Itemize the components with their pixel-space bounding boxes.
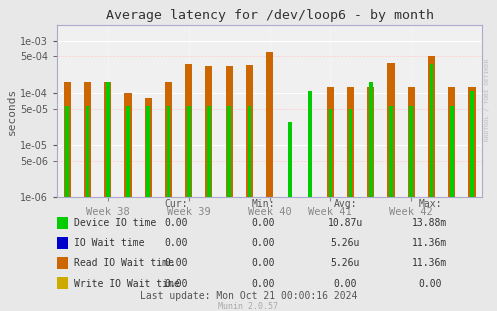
Text: Min:: Min: <box>251 199 275 209</box>
Bar <box>207 106 211 197</box>
Title: Average latency for /dev/loop6 - by month: Average latency for /dev/loop6 - by mont… <box>106 9 433 22</box>
Bar <box>450 106 454 197</box>
Bar <box>185 64 192 197</box>
Text: IO Wait time: IO Wait time <box>74 238 144 248</box>
Text: Cur:: Cur: <box>165 199 188 209</box>
Bar <box>248 106 251 197</box>
Bar <box>329 109 332 197</box>
Text: RRDTOOL / TOBI OETIKER: RRDTOOL / TOBI OETIKER <box>485 58 490 141</box>
Bar <box>469 87 476 197</box>
Bar <box>347 87 354 197</box>
Bar <box>388 63 395 197</box>
Bar <box>367 87 374 197</box>
Bar <box>165 82 172 197</box>
Bar <box>410 106 413 197</box>
Bar <box>66 106 69 197</box>
Bar <box>104 81 111 197</box>
Bar <box>124 93 132 197</box>
Bar <box>327 87 334 197</box>
Bar <box>389 106 393 197</box>
Text: 0.00: 0.00 <box>251 238 275 248</box>
Text: 0.00: 0.00 <box>165 258 188 268</box>
Bar <box>408 87 415 197</box>
Bar <box>84 81 91 197</box>
Y-axis label: seconds: seconds <box>7 88 17 135</box>
Bar <box>448 87 455 197</box>
Bar <box>85 106 89 197</box>
Bar <box>205 67 212 197</box>
Bar <box>64 81 71 197</box>
Bar <box>308 91 312 197</box>
Bar <box>126 106 130 197</box>
Text: 0.00: 0.00 <box>165 238 188 248</box>
Bar <box>145 98 152 197</box>
Text: Last update: Mon Oct 21 00:00:16 2024: Last update: Mon Oct 21 00:00:16 2024 <box>140 291 357 301</box>
Bar <box>428 56 435 197</box>
Bar <box>369 82 373 197</box>
Text: 11.36m: 11.36m <box>413 258 447 268</box>
Text: 0.00: 0.00 <box>165 218 188 228</box>
Bar <box>266 52 273 197</box>
Bar <box>227 106 231 197</box>
Bar <box>187 106 190 197</box>
Bar <box>147 106 150 197</box>
Bar <box>288 122 292 197</box>
Bar <box>349 109 352 197</box>
Bar <box>106 81 109 197</box>
Text: 0.00: 0.00 <box>251 279 275 289</box>
Bar <box>226 66 233 197</box>
Text: Device IO time: Device IO time <box>74 218 156 228</box>
Bar <box>246 65 253 197</box>
Text: 10.87u: 10.87u <box>328 218 363 228</box>
Text: Avg:: Avg: <box>333 199 357 209</box>
Text: 0.00: 0.00 <box>418 279 442 289</box>
Text: 11.36m: 11.36m <box>413 238 447 248</box>
Text: 0.00: 0.00 <box>251 218 275 228</box>
Text: Write IO Wait time: Write IO Wait time <box>74 279 179 289</box>
Text: 0.00: 0.00 <box>333 279 357 289</box>
Bar <box>430 64 433 197</box>
Text: Max:: Max: <box>418 199 442 209</box>
Bar <box>470 91 474 197</box>
Bar <box>166 106 170 197</box>
Text: 5.26u: 5.26u <box>331 258 360 268</box>
Text: Munin 2.0.57: Munin 2.0.57 <box>219 301 278 310</box>
Text: 0.00: 0.00 <box>251 258 275 268</box>
Text: Read IO Wait time: Read IO Wait time <box>74 258 173 268</box>
Text: 13.88m: 13.88m <box>413 218 447 228</box>
Text: 5.26u: 5.26u <box>331 238 360 248</box>
Text: 0.00: 0.00 <box>165 279 188 289</box>
